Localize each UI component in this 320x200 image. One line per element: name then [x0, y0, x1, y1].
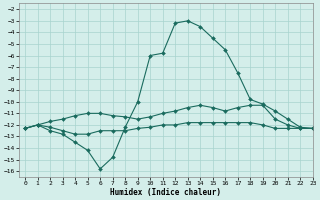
X-axis label: Humidex (Indice chaleur): Humidex (Indice chaleur) [110, 188, 221, 197]
